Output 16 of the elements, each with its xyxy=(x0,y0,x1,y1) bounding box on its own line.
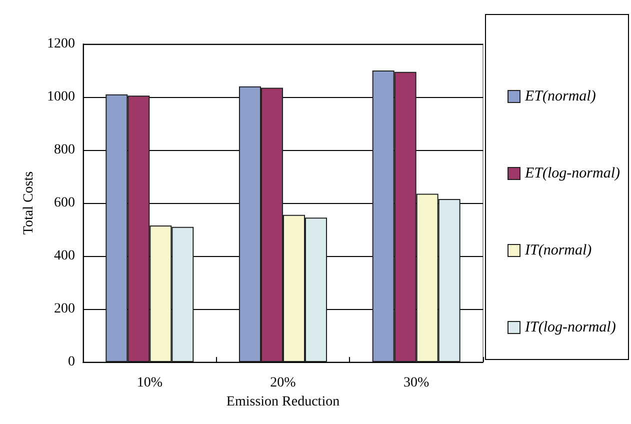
legend-label: ET(log-normal) xyxy=(524,166,620,182)
y-tick-label: 1200 xyxy=(47,36,75,52)
y-tick-label: 600 xyxy=(54,196,75,210)
y-tick-label: 400 xyxy=(54,248,75,264)
legend-label: IT(normal) xyxy=(524,242,592,258)
x-axis-title: Emission Reduction xyxy=(226,394,340,410)
legend-label: ET(normal) xyxy=(524,88,596,104)
y-tick-label: 800 xyxy=(54,142,75,158)
x-tick-label: 30% xyxy=(403,376,430,390)
y-axis-title: Total Costs xyxy=(22,171,37,235)
x-tick-label: 20% xyxy=(270,376,296,390)
y-tick-label: 1000 xyxy=(47,90,75,104)
x-tick-label: 10% xyxy=(136,376,163,390)
y-tick-label: 200 xyxy=(54,302,75,316)
legend-label: IT(log-normal) xyxy=(524,320,616,336)
y-tick-label: 0 xyxy=(68,354,75,370)
